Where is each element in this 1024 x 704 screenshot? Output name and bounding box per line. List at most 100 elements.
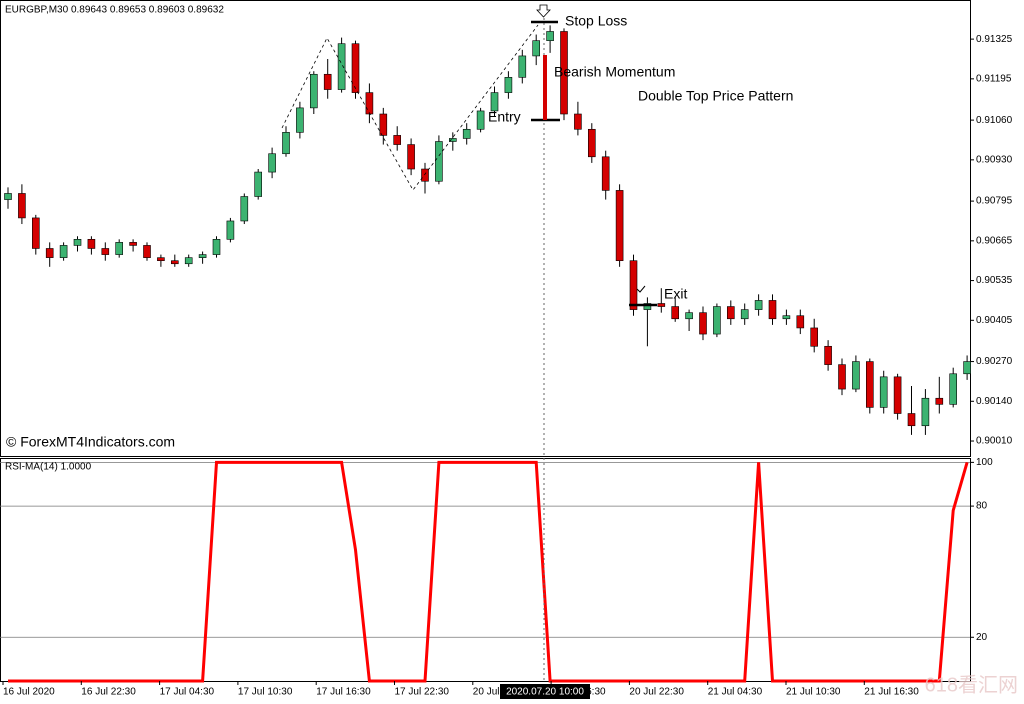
candle-body <box>379 113 388 136</box>
candle-body <box>421 168 429 182</box>
candle-body <box>365 92 374 115</box>
candle-body <box>171 260 179 265</box>
annotation: Double Top Price Pattern <box>638 88 793 104</box>
candle-body <box>490 92 499 112</box>
crosshair-label: 2020.07.20 10:00 <box>506 687 584 698</box>
candle-body <box>254 171 262 197</box>
candle-body <box>782 315 791 320</box>
candle-body <box>963 361 971 375</box>
candle-body <box>323 73 332 90</box>
x-tick-label: 20 Jul 22:30 <box>629 687 684 698</box>
candle-body <box>73 239 82 246</box>
candle-body <box>143 245 151 258</box>
candle-body <box>476 110 485 130</box>
x-tick-label: 17 Jul 22:30 <box>395 687 450 698</box>
crosshair-label-bg <box>500 684 590 699</box>
candle-body <box>949 373 958 405</box>
copyright: © ForexMT4Indicators.com <box>6 434 175 450</box>
candle-body <box>907 413 916 427</box>
y-tick-label: 0.90270 <box>976 356 1013 367</box>
y-tick-label: 0.90535 <box>976 275 1013 286</box>
candle-body <box>504 77 513 93</box>
candle-body <box>921 397 930 427</box>
candle-body <box>671 306 680 320</box>
y-tick-label: 100 <box>976 457 993 468</box>
down-arrow <box>536 4 551 18</box>
candle-body <box>184 257 193 265</box>
y-tick-label: 0.90405 <box>976 315 1013 326</box>
candle-body <box>740 309 749 320</box>
candle-body <box>615 190 624 262</box>
candle-body <box>296 107 304 133</box>
rsi-line <box>8 460 969 683</box>
candle-body <box>657 303 666 307</box>
candle-body <box>212 239 221 255</box>
candle-body <box>101 248 110 255</box>
candle-body <box>129 242 137 246</box>
y-tick-label: 0.91325 <box>976 34 1013 45</box>
candle-body <box>629 260 638 310</box>
candle-body <box>824 345 832 365</box>
indicator-pane <box>0 458 971 682</box>
candle-body <box>852 361 860 390</box>
y-tick-label: 0.90930 <box>976 154 1013 165</box>
candle-body <box>810 327 819 347</box>
candle-body <box>157 257 165 262</box>
zigzag <box>281 24 539 191</box>
candle-body <box>115 242 123 255</box>
candle-body <box>4 193 12 200</box>
watermark: 618看汇网 <box>925 673 1018 696</box>
candle-body <box>435 141 443 182</box>
indicator-title: RSI-MA(14) 1.0000 <box>5 462 92 473</box>
candle-body <box>226 220 235 240</box>
candle-body <box>601 156 610 191</box>
marks: 0.91325 0.91195 0.91060 0.90930 0.90795 0.906… <box>0 25 1013 698</box>
candle-body <box>18 193 26 219</box>
y-tick-label: 0.91195 <box>976 73 1012 84</box>
x-tick-label: 17 Jul 04:30 <box>160 687 215 698</box>
candle-body <box>574 113 582 130</box>
y-tick-label: 0.90140 <box>976 396 1013 407</box>
candle-body <box>726 306 735 320</box>
check-mark <box>636 285 646 293</box>
x-tick-label: 21 Jul 10:30 <box>786 687 841 698</box>
candle-body <box>268 153 276 173</box>
candle-body <box>240 196 249 222</box>
candle-body <box>587 128 596 158</box>
x-tick-label: 16 Jul 22:30 <box>81 687 136 698</box>
y-tick-label: 0.90795 <box>976 196 1013 207</box>
y-tick-label: 20 <box>976 632 988 643</box>
candle-body <box>518 55 527 78</box>
y-tick-label: 80 <box>976 501 988 512</box>
candle-body <box>59 245 68 258</box>
candle-body <box>699 312 707 335</box>
candle-body <box>87 239 96 249</box>
candle-body <box>407 144 415 170</box>
candle-body <box>643 303 652 310</box>
candle-body <box>337 43 346 90</box>
y-tick-label: 0.90010 <box>976 436 1013 447</box>
candle-body <box>713 306 721 335</box>
x-tick-label: 20 Jul <box>473 687 500 698</box>
x-tick-label: 17 Jul 16:30 <box>316 687 371 698</box>
candle-body <box>448 138 457 142</box>
annotation: Exit <box>664 286 687 302</box>
annotation: Entry <box>488 109 521 125</box>
candle-body <box>685 312 693 320</box>
price-pane <box>0 0 971 457</box>
candle-body <box>935 397 944 405</box>
x-tick-label: 21 Jul 16:30 <box>864 687 919 698</box>
candle-body <box>754 300 763 310</box>
candle-body <box>560 31 568 115</box>
x-tick-label: 16 Jul 2020 <box>3 687 55 698</box>
candle-body <box>865 361 874 408</box>
x-tick-label: 17 Jul 10:30 <box>238 687 293 698</box>
candle-body <box>282 132 290 155</box>
annotation: Bearish Momentum <box>554 64 675 80</box>
candle-body <box>45 248 54 258</box>
y-tick-label: 0.91060 <box>976 115 1013 126</box>
annotation: Stop Loss <box>565 13 627 29</box>
candle-body <box>768 300 777 320</box>
candle-body <box>546 31 554 41</box>
